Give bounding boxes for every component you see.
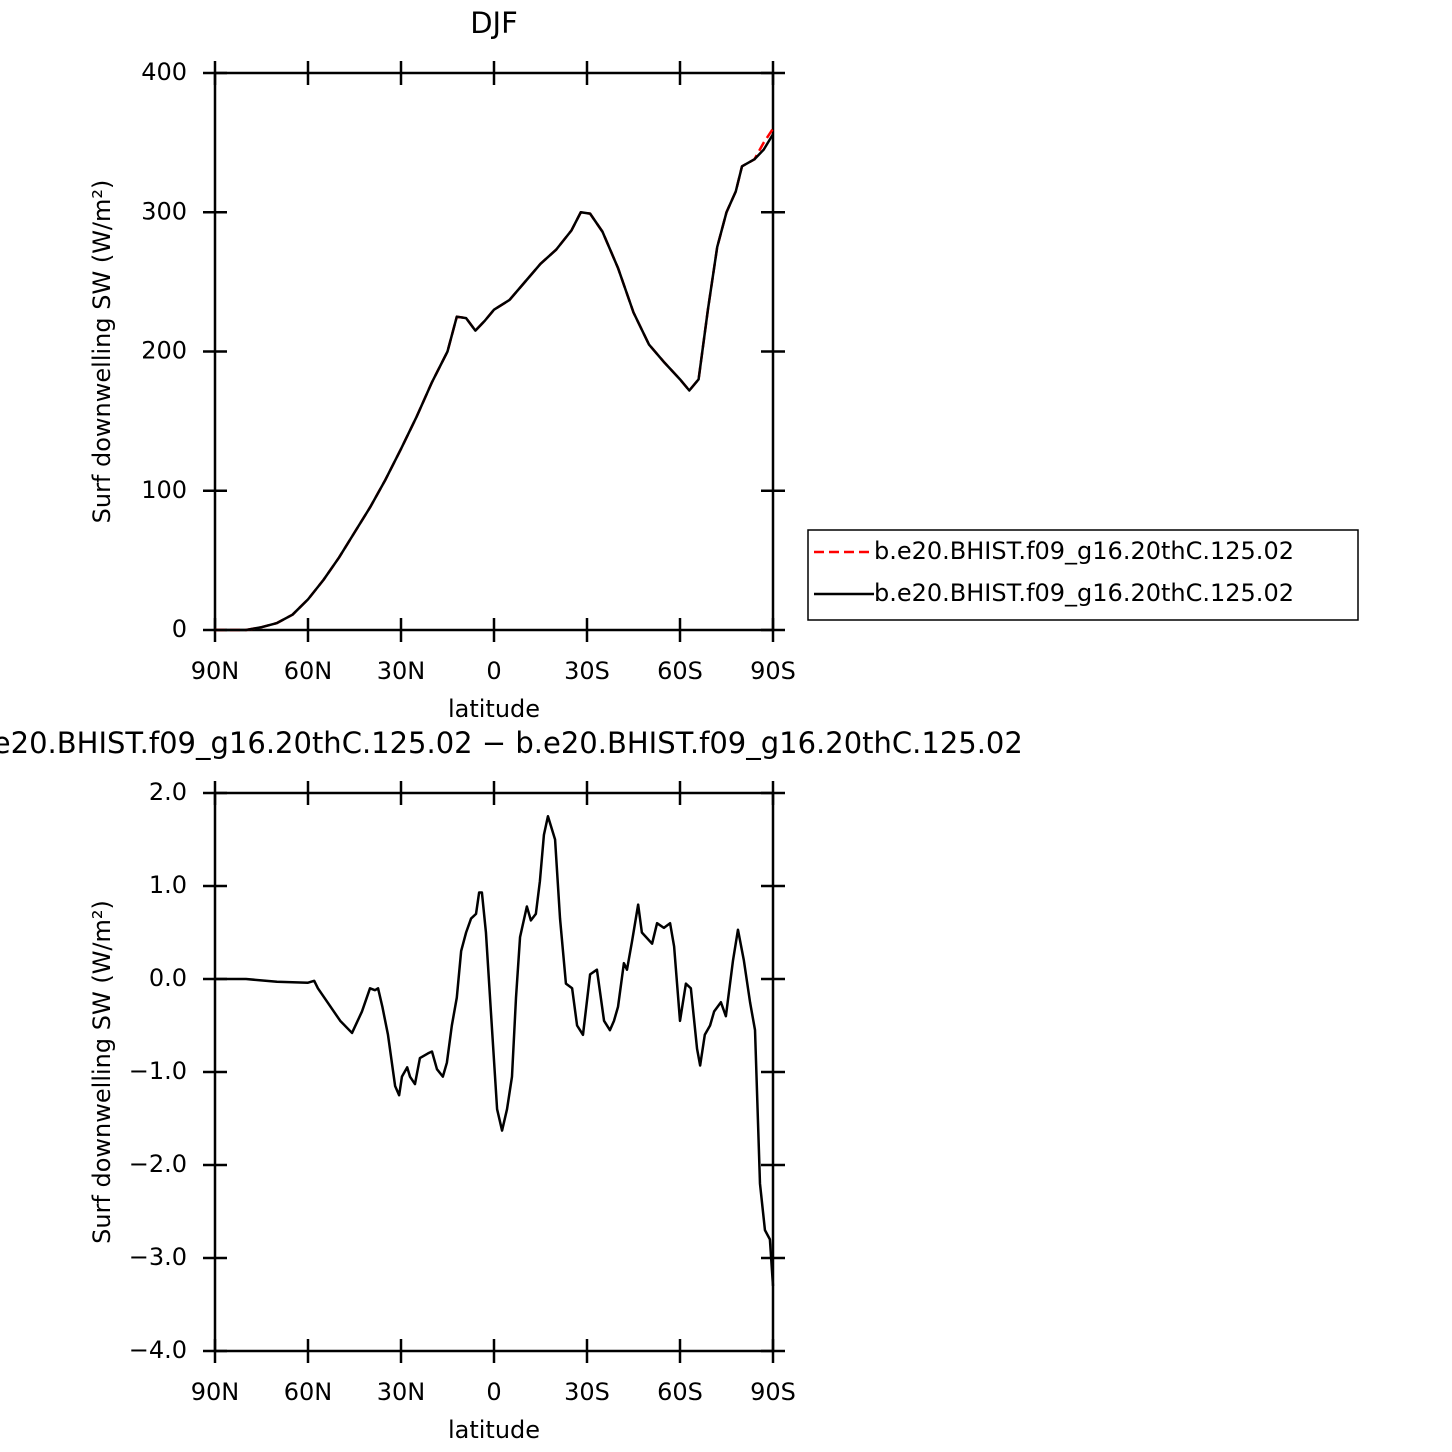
x-tick-label: 60N bbox=[284, 1378, 333, 1406]
chart-title: DJF bbox=[470, 6, 518, 40]
y-tick-label: 2.0 bbox=[149, 778, 187, 806]
x-tick-label: 30N bbox=[377, 657, 426, 685]
x-tick-label: 30N bbox=[377, 1378, 426, 1406]
y-axis-label: Surf downwelling SW (W/m²) bbox=[88, 180, 116, 524]
y-tick-label: 200 bbox=[141, 337, 187, 365]
x-tick-label: 30S bbox=[564, 1378, 610, 1406]
y-tick-label: 0.0 bbox=[149, 964, 187, 992]
series-line bbox=[215, 815, 775, 1286]
x-axis-label: latitude bbox=[448, 1416, 540, 1444]
y-tick-label: −1.0 bbox=[129, 1057, 187, 1085]
x-tick-label: 30S bbox=[564, 657, 610, 685]
plot-frame bbox=[213, 71, 775, 632]
y-tick-label: −3.0 bbox=[129, 1243, 187, 1271]
legend-label: b.e20.BHIST.f09_g16.20thC.125.02 bbox=[874, 537, 1294, 565]
x-tick-label: 90S bbox=[750, 657, 796, 685]
x-axis-label: latitude bbox=[448, 695, 540, 723]
chart-title: b.e20.BHIST.f09_g16.20thC.125.02 − b.e20… bbox=[0, 726, 1023, 760]
y-tick-label: 100 bbox=[141, 476, 187, 504]
x-tick-label: 60N bbox=[284, 657, 333, 685]
x-tick-label: 0 bbox=[486, 657, 501, 685]
plot-frame bbox=[213, 791, 775, 1353]
y-tick-label: 400 bbox=[141, 58, 187, 86]
x-tick-label: 90N bbox=[191, 1378, 240, 1406]
series-line bbox=[215, 128, 775, 632]
x-tick-label: 60S bbox=[657, 657, 703, 685]
x-tick-label: 90S bbox=[750, 1378, 796, 1406]
y-tick-label: −4.0 bbox=[129, 1336, 187, 1364]
series-line bbox=[215, 133, 775, 632]
legend-box bbox=[807, 529, 1359, 621]
y-axis-label: Surf downwelling SW (W/m²) bbox=[88, 900, 116, 1244]
x-tick-label: 90N bbox=[191, 657, 240, 685]
x-tick-label: 60S bbox=[657, 1378, 703, 1406]
x-tick-label: 0 bbox=[486, 1378, 501, 1406]
y-tick-label: 0 bbox=[172, 615, 187, 643]
legend-label: b.e20.BHIST.f09_g16.20thC.125.02 bbox=[874, 579, 1294, 607]
y-tick-label: 1.0 bbox=[149, 871, 187, 899]
y-tick-label: 300 bbox=[141, 197, 187, 225]
y-tick-label: −2.0 bbox=[129, 1150, 187, 1178]
